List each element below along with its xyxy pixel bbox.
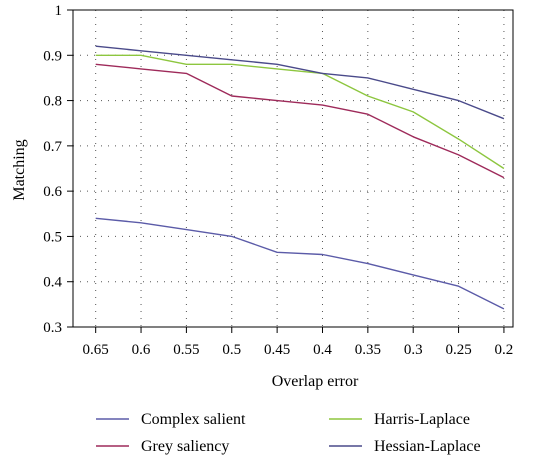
x-axis-title: Overlap error [272,373,359,390]
legend-label-grey-saliency: Grey saliency [141,438,229,455]
plot-frame [72,9,514,328]
y-tick-label: 0.4 [43,275,62,291]
grid [73,10,513,327]
x-tick-label: 0.2 [495,342,514,358]
x-tick-label: 0.3 [404,342,423,358]
legend-label-hessian-laplace: Hessian-Laplace [374,438,481,455]
legend: Complex salient Grey saliency Harris-Lapla… [96,411,481,455]
series-lines [95,45,505,310]
series-line-complex-salient [95,217,505,310]
y-tick-label: 0.5 [43,229,62,245]
x-tick-label: 0.55 [173,342,199,358]
x-tick-label: 0.5 [222,342,241,358]
series-line-grey-saliency [95,63,505,179]
y-tick-label: 1 [55,3,63,19]
axis-ticks [67,9,505,333]
y-tick-label: 0.6 [43,184,62,200]
x-tick-label: 0.25 [445,342,471,358]
y-tick-label: 0.7 [43,139,62,155]
x-tick-label: 0.65 [83,342,109,358]
legend-label-complex-salient: Complex salient [141,411,246,428]
y-tick-label: 0.3 [43,320,62,336]
x-tick-label: 0.35 [355,342,381,358]
y-tick-labels: 0.3 0.4 0.5 0.6 0.7 0.8 0.9 1 [43,3,62,336]
series-line-hessian-laplace [95,45,505,120]
y-tick-label: 0.8 [43,94,62,110]
y-tick-label: 0.9 [43,48,62,64]
series-line-harris-laplace [95,54,505,170]
x-tick-label: 0.4 [313,342,332,358]
x-tick-label: 0.6 [132,342,151,358]
x-tick-label: 0.45 [264,342,290,358]
y-axis-title: Matching [11,139,28,200]
x-tick-labels: 0.65 0.6 0.55 0.5 0.45 0.4 0.35 0.3 0.25 0.2 [83,342,514,358]
legend-label-harris-laplace: Harris-Laplace [374,411,470,428]
